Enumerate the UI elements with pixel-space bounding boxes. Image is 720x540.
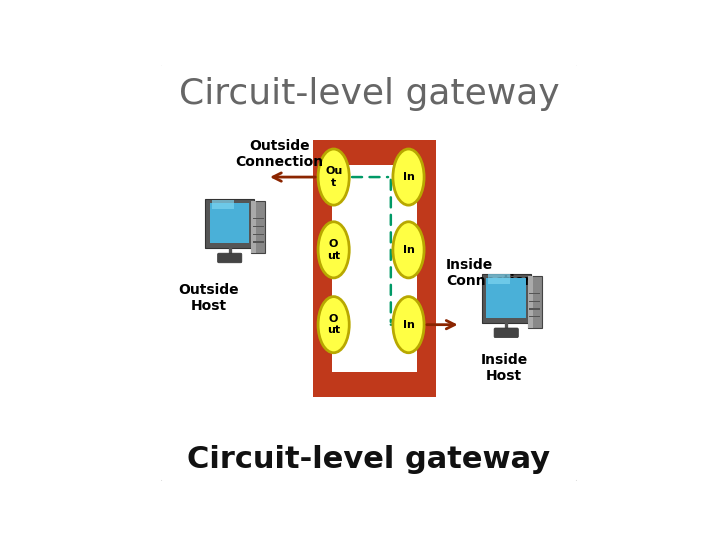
Text: In: In [402,320,415,330]
Ellipse shape [318,149,349,205]
FancyBboxPatch shape [217,253,242,263]
Text: Inside
Connection: Inside Connection [446,258,534,288]
FancyBboxPatch shape [210,204,249,243]
Text: Circuit-level gateway: Circuit-level gateway [179,77,559,111]
Text: O
ut: O ut [327,239,341,261]
FancyBboxPatch shape [253,226,264,227]
FancyBboxPatch shape [251,201,256,253]
Text: Outside
Host: Outside Host [179,282,239,313]
FancyBboxPatch shape [487,278,526,318]
FancyBboxPatch shape [529,293,541,294]
FancyBboxPatch shape [159,63,579,483]
Text: Circuit-level gateway: Circuit-level gateway [187,446,551,474]
Text: Inside
Host: Inside Host [480,353,528,383]
FancyBboxPatch shape [253,218,264,219]
FancyBboxPatch shape [482,274,531,322]
Text: In: In [402,172,415,182]
Ellipse shape [318,296,349,353]
Text: In: In [402,245,415,255]
Text: Ou
t: Ou t [325,166,342,188]
FancyBboxPatch shape [253,241,264,242]
Text: O
ut: O ut [327,314,341,335]
FancyBboxPatch shape [205,199,254,248]
FancyBboxPatch shape [494,328,518,338]
FancyBboxPatch shape [529,301,541,302]
Ellipse shape [393,149,424,205]
FancyBboxPatch shape [332,165,417,373]
Text: Outside
Connection: Outside Connection [235,139,324,170]
FancyBboxPatch shape [313,140,436,397]
Ellipse shape [318,222,349,278]
FancyBboxPatch shape [253,234,264,235]
Ellipse shape [393,296,424,353]
FancyBboxPatch shape [251,201,265,253]
FancyBboxPatch shape [528,276,541,328]
FancyBboxPatch shape [529,308,541,310]
FancyBboxPatch shape [212,199,234,210]
FancyBboxPatch shape [528,276,533,328]
Ellipse shape [393,222,424,278]
FancyBboxPatch shape [529,316,541,318]
FancyBboxPatch shape [488,274,510,284]
